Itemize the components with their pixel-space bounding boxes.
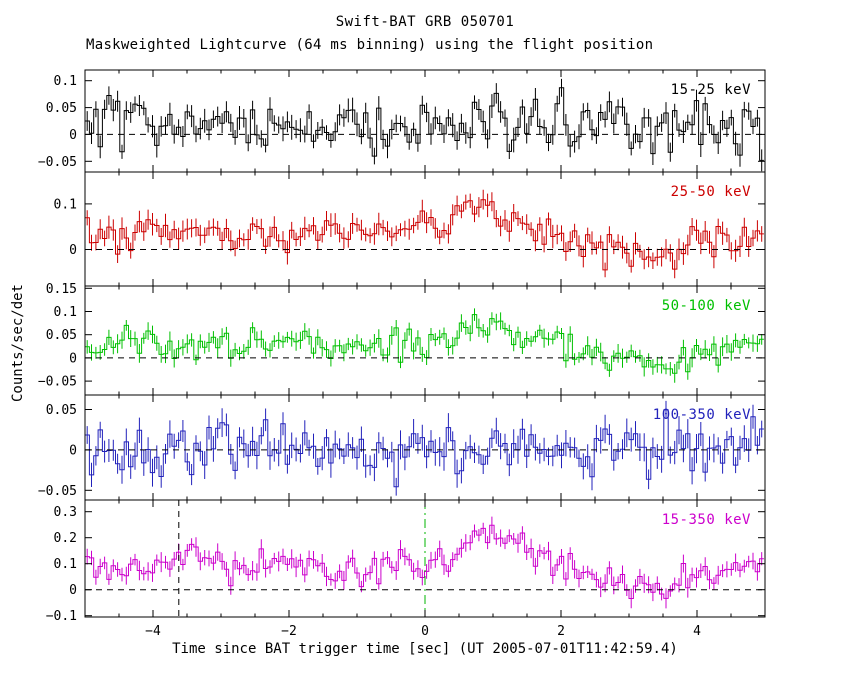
y-axis-label: Counts/sec/det [10,284,26,403]
panel-data [85,78,764,172]
energy-band-label: 100-350 keV [653,407,751,423]
step-line [85,87,764,161]
x-tick-label: 0 [421,624,429,639]
y-tick-label: 0.05 [46,101,77,116]
x-tick-label: −2 [281,624,297,639]
y-tick-label: 0.2 [54,531,77,546]
x-axis-label: Time since BAT trigger time [sec] (UT 20… [172,641,678,657]
y-tick-label: 0.05 [46,403,77,418]
error-bars [86,308,763,383]
panel-data [85,308,764,383]
y-tick-label: 0.1 [54,197,77,212]
y-tick-label: 0.05 [46,328,77,343]
energy-band-label: 50-100 keV [662,298,751,314]
panel-data [85,189,764,279]
error-bars [86,516,763,609]
tick-marks [84,395,766,500]
panel-data [85,516,764,609]
y-tick-label: 0.3 [54,505,77,520]
error-bars [86,189,763,279]
step-line [85,524,764,599]
tick-marks [84,70,766,172]
y-tick-label: 0.1 [54,557,77,572]
step-line [85,199,764,271]
panel-15-350-kev: 0.3 0.2 0.1 0 −0.1 15-350 keV −4 −2 0 2 4 [46,499,766,639]
y-tick-label: 0.15 [46,282,77,297]
y-tick-label: 0 [69,128,77,143]
x-tick-label: −4 [145,624,161,639]
energy-band-label: 15-25 keV [671,82,751,98]
step-line [85,314,764,374]
panel-100-350-kev: 0.05 0 −0.05 100-350 keV [38,394,766,501]
energy-band-label: 25-50 keV [671,184,751,200]
y-tick-label: 0 [69,243,77,258]
y-tick-label: −0.05 [38,484,77,499]
x-tick-label: 4 [693,624,701,639]
panel-50-100-kev: 0.15 0.1 0.05 0 −0.05 50-100 keV [38,282,766,396]
panel-25-50-kev: 0.1 0 25-50 keV [54,171,766,287]
y-tick-label: 0.1 [54,305,77,320]
y-tick-label: −0.05 [38,155,77,170]
y-tick-label: 0 [69,351,77,366]
y-tick-label: 0 [69,583,77,598]
x-tick-label: 2 [557,624,565,639]
tick-marks [84,500,766,617]
panel-frame [84,69,766,173]
page-title: Swift-BAT GRB 050701 [335,14,515,30]
panel-15-25-kev: 0.1 0.05 0 −0.05 15-25 keV [38,69,766,173]
y-tick-label: −0.1 [46,609,77,624]
energy-band-label: 15-350 keV [662,512,751,528]
y-tick-label: 0 [69,443,77,458]
tick-marks [84,172,766,286]
chart-subtitle: Maskweighted Lightcurve (64 ms binning) … [86,37,654,53]
y-tick-label: 0.1 [54,74,77,89]
y-tick-label: −0.05 [38,375,77,390]
tick-marks [84,286,766,395]
error-bars [86,78,763,172]
